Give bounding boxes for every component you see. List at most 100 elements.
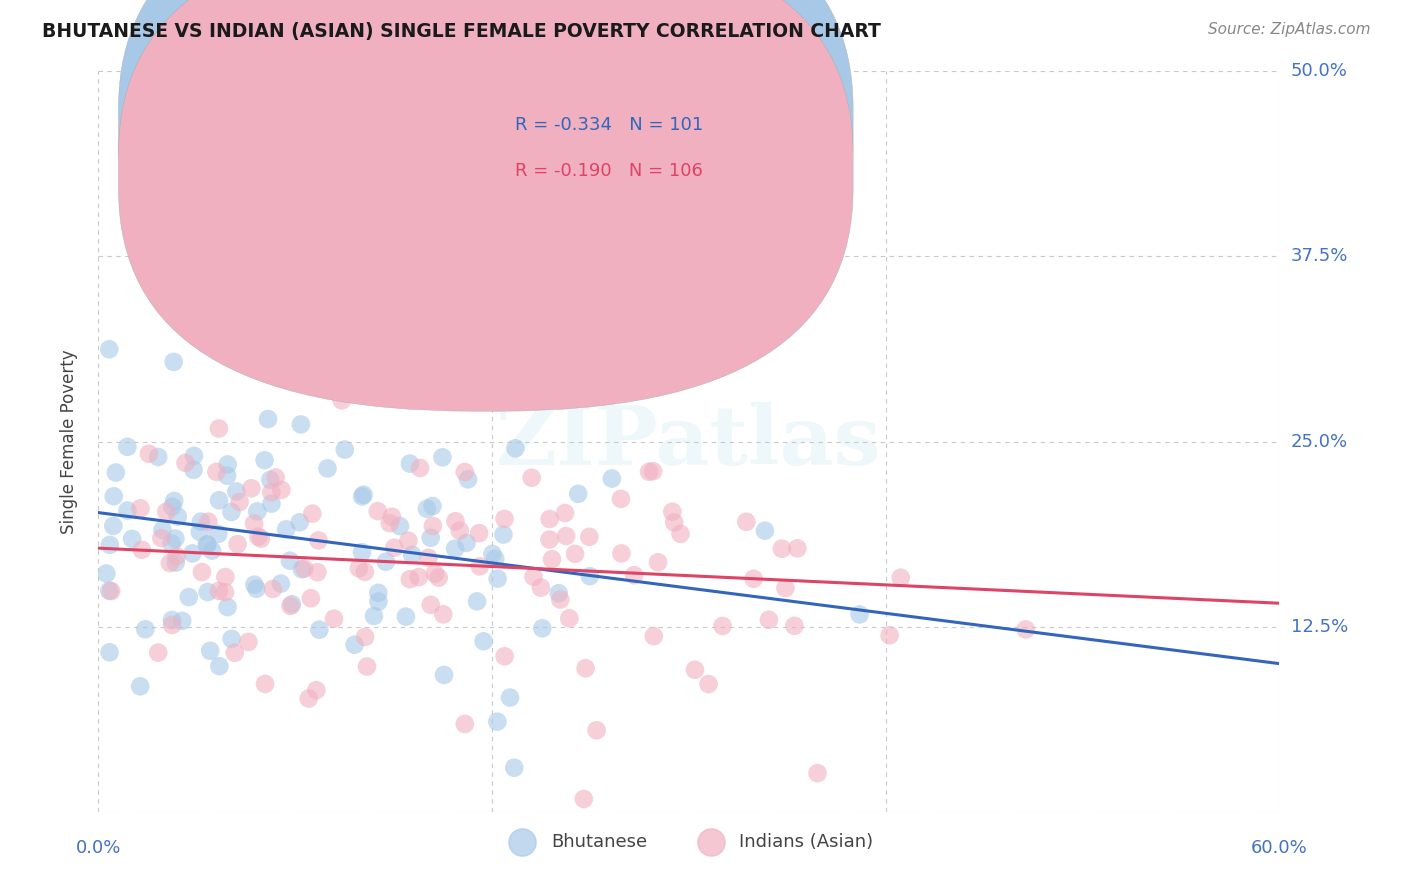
Point [281, 597, 304, 611]
Point [208, 421, 231, 435]
Point [291, 562, 314, 576]
Text: 60.0%: 60.0% [1251, 839, 1308, 857]
Point [129, 679, 152, 693]
Point [240, 481, 263, 495]
Point [770, 541, 793, 556]
Point [554, 506, 576, 520]
Point [225, 484, 247, 499]
Point [427, 571, 450, 585]
Point [188, 524, 211, 539]
Point [401, 548, 423, 562]
Point [197, 585, 219, 599]
Point [208, 493, 231, 508]
Point [353, 488, 375, 502]
Point [238, 635, 260, 649]
Point [160, 536, 183, 550]
Point [254, 677, 277, 691]
Y-axis label: Single Female Poverty: Single Female Poverty [59, 350, 77, 533]
Point [228, 495, 250, 509]
Point [181, 546, 204, 560]
Point [742, 572, 765, 586]
Point [444, 541, 467, 556]
Point [806, 766, 828, 780]
Point [367, 594, 389, 608]
Point [214, 570, 236, 584]
Point [150, 531, 173, 545]
Point [388, 519, 411, 533]
Point [381, 509, 404, 524]
Text: BHUTANESE VS INDIAN (ASIAN) SINGLE FEMALE POVERTY CORRELATION CHART: BHUTANESE VS INDIAN (ASIAN) SINGLE FEMAL… [42, 22, 882, 41]
Point [697, 677, 720, 691]
Point [661, 505, 683, 519]
Point [848, 607, 870, 622]
Point [152, 523, 174, 537]
Point [754, 524, 776, 538]
FancyBboxPatch shape [118, 0, 853, 411]
Point [183, 449, 205, 463]
Point [226, 537, 249, 551]
Point [166, 549, 188, 564]
Point [643, 464, 665, 478]
Point [198, 644, 221, 658]
Point [564, 547, 586, 561]
Point [259, 473, 281, 487]
Point [250, 532, 273, 546]
Point [354, 565, 377, 579]
Point [166, 509, 188, 524]
Point [432, 450, 454, 465]
Text: R = -0.334   N = 101: R = -0.334 N = 101 [516, 117, 703, 135]
Point [217, 600, 239, 615]
Point [347, 561, 370, 575]
Point [499, 690, 522, 705]
Point [290, 417, 312, 432]
Point [148, 450, 170, 464]
Point [541, 552, 564, 566]
Point [600, 471, 623, 485]
Point [307, 565, 329, 579]
Point [98, 343, 121, 357]
Point [165, 532, 187, 546]
Point [117, 440, 139, 454]
Point [378, 516, 401, 531]
Point [270, 576, 292, 591]
Point [160, 613, 183, 627]
Point [343, 638, 366, 652]
Point [160, 618, 183, 632]
Point [208, 583, 231, 598]
Point [538, 533, 561, 547]
Point [288, 515, 311, 529]
Point [444, 514, 467, 528]
Text: ZIPatlas: ZIPatlas [496, 401, 882, 482]
Point [468, 526, 491, 541]
Point [301, 507, 323, 521]
Point [195, 538, 218, 552]
Point [585, 723, 607, 738]
Point [465, 594, 488, 608]
Point [177, 590, 200, 604]
Point [572, 792, 595, 806]
Point [367, 586, 389, 600]
Point [316, 461, 339, 475]
Point [323, 612, 346, 626]
Point [276, 522, 298, 536]
Point [758, 613, 780, 627]
Point [294, 561, 316, 575]
Point [201, 543, 224, 558]
Point [711, 619, 734, 633]
Point [399, 457, 422, 471]
Point [879, 628, 901, 642]
Point [395, 609, 418, 624]
Legend: Bhutanese, Indians (Asian): Bhutanese, Indians (Asian) [498, 826, 880, 858]
Point [208, 659, 231, 673]
Point [298, 691, 321, 706]
Point [578, 569, 600, 583]
Point [547, 586, 569, 600]
Point [308, 623, 330, 637]
Text: 25.0%: 25.0% [1291, 433, 1348, 450]
Point [623, 568, 645, 582]
Point [484, 551, 506, 566]
Point [786, 541, 808, 556]
Point [163, 355, 186, 369]
Point [131, 542, 153, 557]
Point [333, 442, 356, 457]
